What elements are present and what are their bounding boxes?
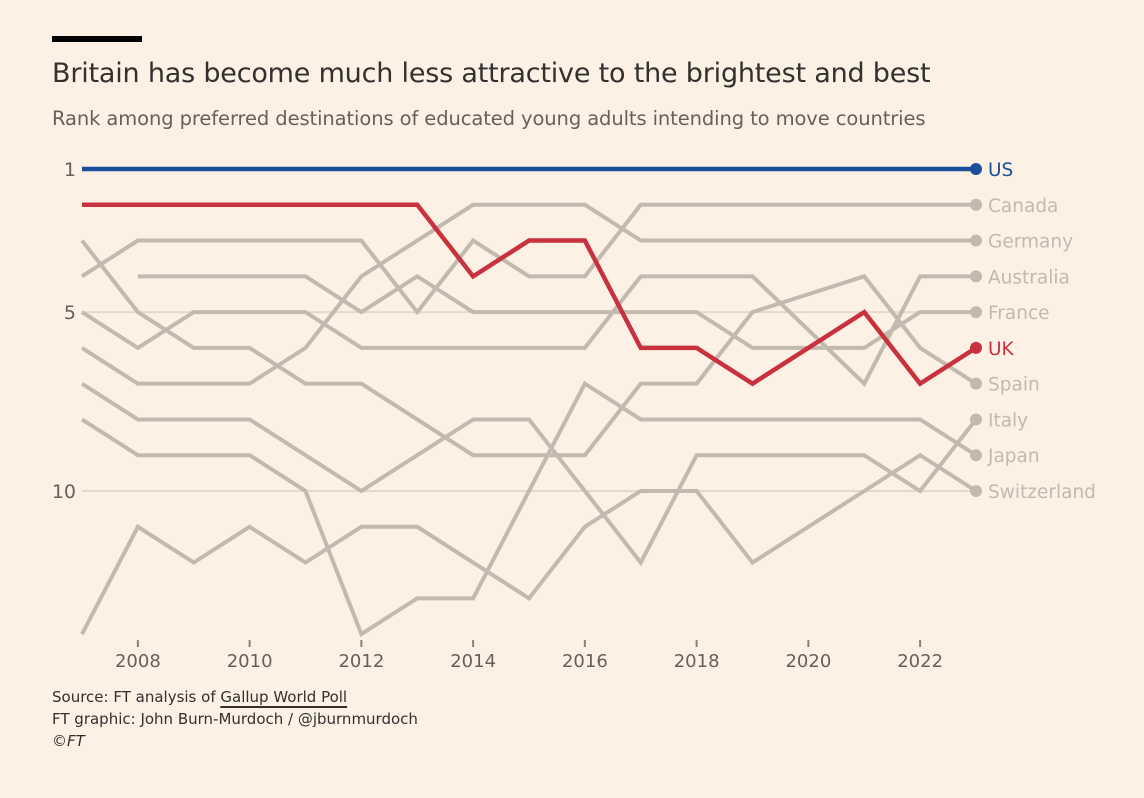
series-label-canada: Canada (988, 196, 1058, 217)
series-label-us: US (988, 160, 1013, 181)
x-tick-label: 2016 (562, 651, 608, 672)
series-labels: US Canada Germany Australia France UK Spain Ita… (987, 160, 1096, 503)
series-line-japan (80, 380, 978, 638)
series-end-dot-uk (970, 341, 982, 354)
series-end-dot-italy (970, 413, 982, 426)
series-end-dot-japan (970, 449, 982, 462)
series-label-switzerland: Switzerland (988, 482, 1096, 503)
x-tick-label: 2012 (338, 651, 384, 672)
series-label-australia: Australia (988, 267, 1070, 288)
x-tick-label: 2020 (785, 651, 831, 672)
source-link[interactable]: Gallup World Poll (220, 688, 348, 706)
series-lines-background (80, 198, 982, 638)
series-line-australia (80, 274, 976, 387)
x-tick-label: 2014 (450, 651, 496, 672)
series-line-switzerland (80, 452, 978, 636)
y-tick-label: 10 (52, 481, 76, 503)
x-tick-label: 2008 (115, 651, 161, 672)
series-line-germany (80, 202, 976, 386)
series-line-canada (80, 202, 976, 316)
series-end-dot-switzerland (970, 485, 982, 497)
series-end-dot-france (970, 306, 982, 319)
source-line: Source: FT analysis of Gallup World Poll (52, 686, 418, 708)
series-label-spain: Spain (988, 375, 1040, 396)
footer: Source: FT analysis of Gallup World Poll… (52, 686, 418, 752)
copyright: ©FT (52, 732, 85, 750)
series-end-dot-germany (970, 234, 982, 247)
graphic-credit: FT graphic: John Burn-Murdoch / @jburnmu… (52, 710, 418, 728)
series-end-dot-canada (970, 198, 982, 211)
series-label-japan: Japan (987, 446, 1040, 467)
x-tick-label: 2010 (227, 651, 273, 672)
gridlines (82, 168, 976, 492)
chart-subtitle: Rank among preferred destinations of edu… (52, 107, 926, 130)
series-line-uk (82, 202, 978, 387)
series-label-france: France (988, 303, 1050, 324)
series-label-italy: Italy (988, 410, 1028, 431)
series-line-france (137, 273, 976, 350)
chart-title: Britain has become much less attractive … (52, 58, 931, 89)
y-tick-label: 1 (64, 159, 76, 181)
series-line-italy (80, 381, 978, 567)
series-line-spain (80, 239, 978, 458)
ft-top-bar (52, 36, 142, 42)
source-prefix: Source: FT analysis of (52, 688, 221, 706)
y-tick-label: 5 (64, 302, 76, 324)
series-end-dot-us (970, 163, 982, 175)
series-label-uk: UK (988, 339, 1015, 360)
series-lines-highlight (82, 163, 982, 387)
x-axis: 2008 2010 2012 2014 2016 2018 2020 2022 (115, 640, 943, 672)
series-label-germany: Germany (988, 232, 1073, 253)
x-tick-label: 2018 (674, 651, 720, 672)
series-end-dot-australia (970, 270, 982, 283)
x-tick-label: 2022 (897, 651, 943, 672)
series-end-dot-spain (970, 377, 982, 390)
